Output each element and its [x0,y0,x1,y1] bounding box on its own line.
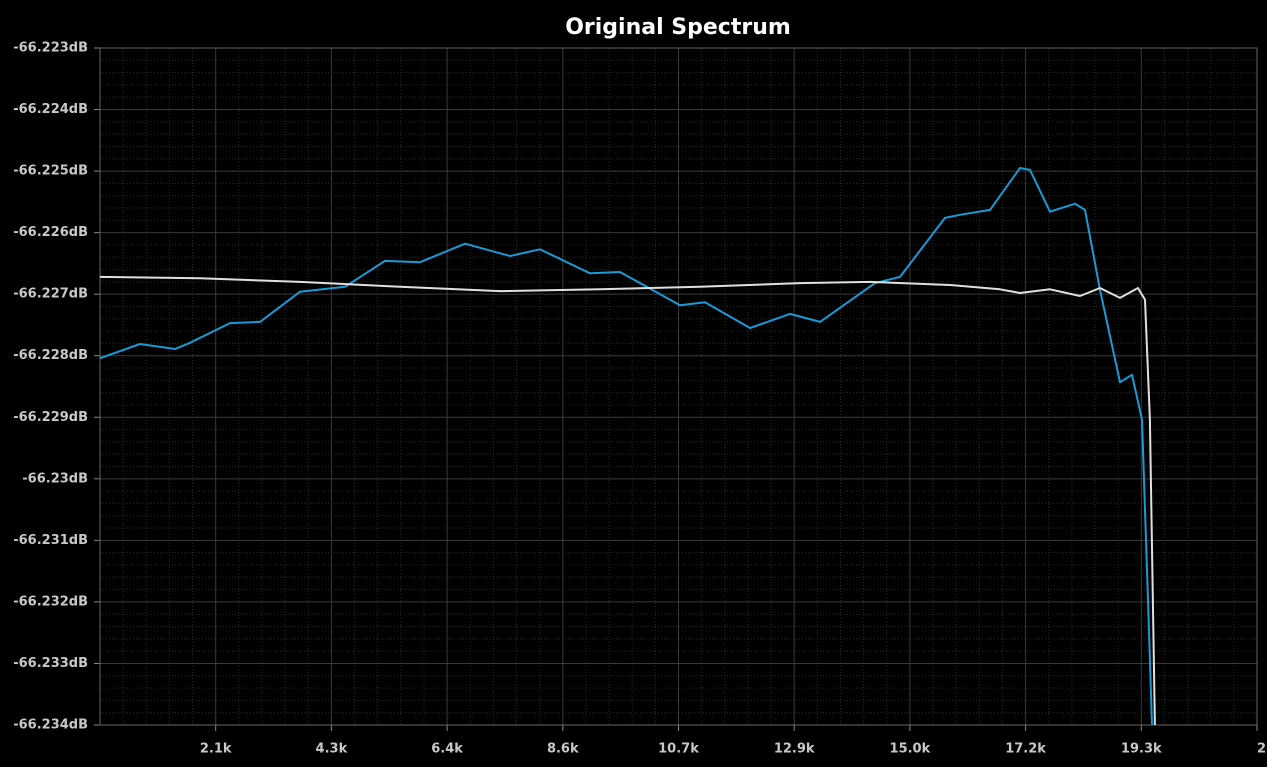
plot-frame [99,47,1258,726]
x-tick-label: 10.7k [658,742,699,757]
y-tick-label: -66.232dB [13,594,88,609]
y-tick-label: -66.234dB [13,718,88,733]
series-line [100,167,1153,725]
y-tick-label: -66.227dB [13,287,88,302]
y-tick-label: -66.233dB [13,656,88,671]
x-tick-label: 12.9k [774,742,815,757]
y-tick-label: -66.226dB [13,225,88,240]
x-tick-label: 4.3k [316,742,348,757]
x-tick-label: 19.3k [1121,742,1162,757]
plot-lines [100,167,1156,725]
y-tick-label: -66.23dB [22,471,88,486]
x-tick-label: 17.2k [1005,742,1046,757]
y-tick-label: -66.223dB [13,41,88,56]
y-tick-label: -66.225dB [13,164,88,179]
x-tick-label: 6.4k [431,742,463,757]
y-tick-label: -66.231dB [13,533,88,548]
y-tick-label: -66.224dB [13,102,88,117]
x-tick-label: 2.1k [200,742,232,757]
x-tick-label: 8.6k [547,742,579,757]
x-tick-label: 21.5 [1257,742,1267,757]
y-tick-label: -66.229dB [13,410,88,425]
series-line [100,275,1156,725]
y-tick-label: -66.228dB [13,348,88,363]
x-tick-label: 15.0k [890,742,931,757]
chart-title: Original Spectrum [565,15,791,40]
